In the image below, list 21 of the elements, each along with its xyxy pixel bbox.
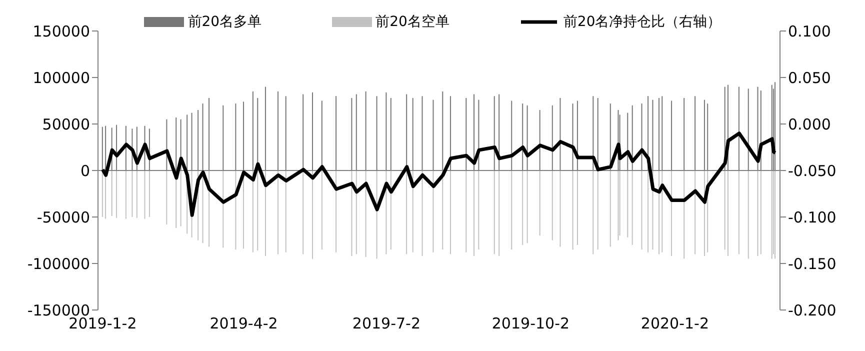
y-tick-label: 150000 (32, 22, 90, 40)
y-tick-label: -50000 (36, 208, 90, 226)
y2-tick-label: 0.000 (788, 115, 831, 134)
y2-tick-label: 0.050 (788, 68, 831, 87)
y2-tick-label: 0.100 (788, 22, 831, 40)
x-tick-label: 2019-7-2 (352, 314, 421, 333)
y2-tick-label: -0.050 (788, 162, 836, 180)
y2-tick-label: -0.200 (788, 301, 836, 320)
x-tick-label: 2019-4-2 (210, 314, 278, 333)
legend-label: 前20名净持仓比（右轴） (563, 13, 722, 31)
x-tick-label: 2020-1-2 (640, 314, 710, 333)
y-tick-label: -100000 (27, 254, 90, 273)
y2-tick-label: -0.150 (788, 254, 836, 273)
y-tick-label: 0 (80, 162, 90, 180)
y-tick-label: 100000 (32, 68, 90, 87)
y2-tick-label: -0.100 (788, 208, 836, 226)
legend-label: 前20名多单 (188, 13, 262, 31)
x-tick-label: 2019-10-2 (492, 314, 570, 333)
x-tick-label: 2019-1-2 (68, 314, 137, 333)
legend-label: 前20名空单 (376, 13, 450, 31)
y-tick-label: 50000 (42, 115, 90, 134)
